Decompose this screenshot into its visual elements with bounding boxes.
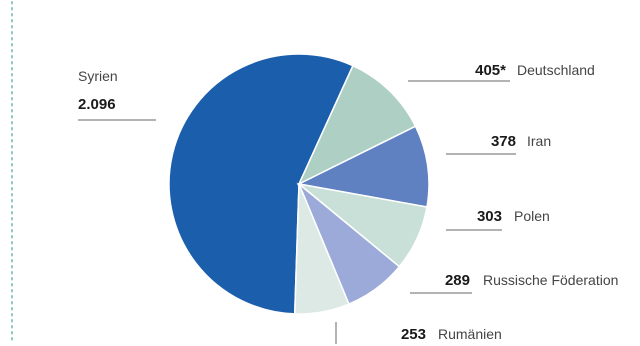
slice-value-iran: 378: [491, 133, 516, 150]
pie-slice-iran: [296, 125, 430, 208]
slice-value-russische-foederation: 289: [445, 272, 470, 289]
pie-slice-deutschland: [297, 64, 417, 186]
pie-slices: [168, 53, 430, 315]
slice-label-syrien: Syrien: [78, 68, 118, 84]
slice-label-deutschland: Deutschland: [517, 62, 595, 78]
pie-slice-rumänien: [293, 183, 350, 315]
slice-value-polen: 303: [477, 208, 502, 225]
slice-value-deutschland: 405*: [475, 62, 506, 79]
slice-label-russische-foederation: Russische Föderation: [483, 272, 618, 288]
slice-label-polen: Polen: [514, 208, 550, 224]
slice-value-rumaenien: 253: [401, 326, 426, 343]
pie-labels: Syrien 2.096 405* Deutschland 378 Iran 3…: [78, 62, 618, 344]
slice-label-rumaenien: Rumänien: [438, 326, 502, 342]
pie-slice-syrien: [168, 53, 354, 315]
slice-label-iran: Iran: [527, 133, 551, 149]
slice-value-syrien: 2.096: [78, 96, 116, 113]
